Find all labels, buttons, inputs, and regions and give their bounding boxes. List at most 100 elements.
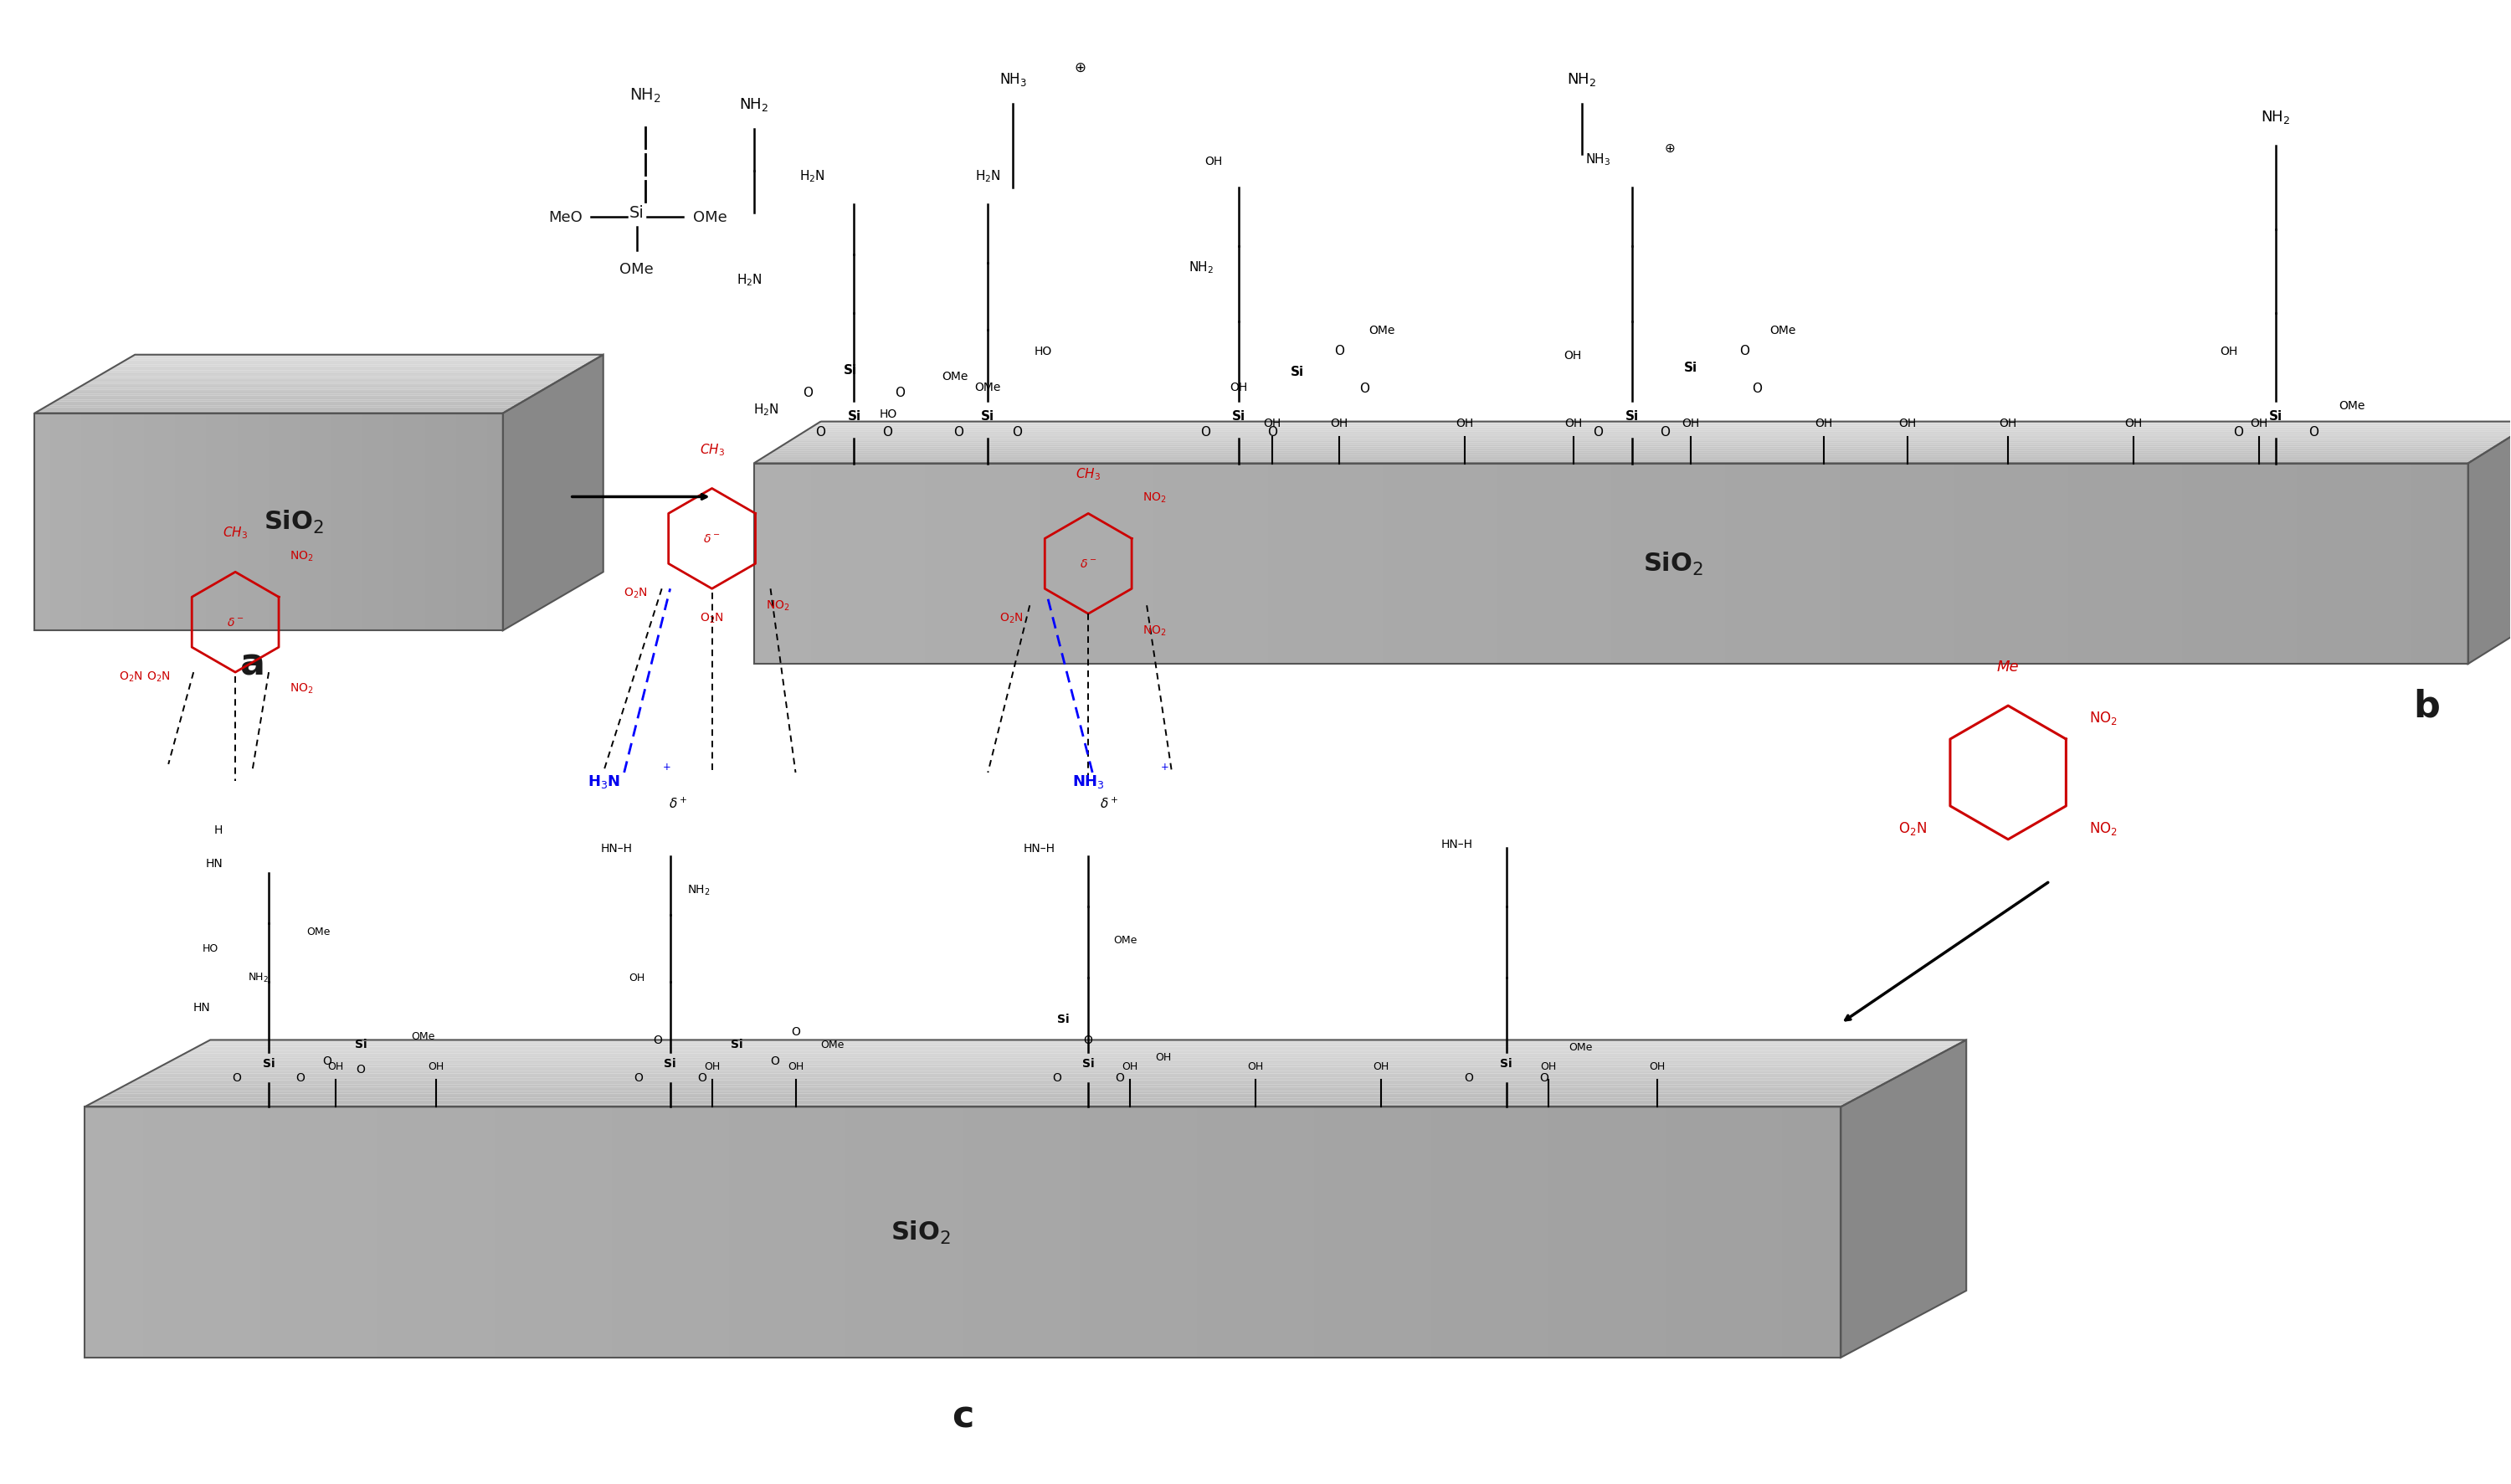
- Text: NO$_2$: NO$_2$: [2089, 819, 2117, 837]
- Text: OMe: OMe: [1569, 1042, 1592, 1052]
- Text: OH: OH: [427, 1061, 444, 1071]
- Text: SiO$_2$: SiO$_2$: [1642, 551, 1705, 577]
- Text: NH$_2$: NH$_2$: [738, 96, 768, 113]
- Text: HO: HO: [879, 408, 896, 420]
- Text: O: O: [771, 1055, 778, 1067]
- Text: O: O: [653, 1034, 663, 1046]
- Polygon shape: [1256, 1107, 1313, 1358]
- Text: O: O: [633, 1071, 643, 1083]
- Polygon shape: [1022, 1107, 1080, 1358]
- Polygon shape: [331, 414, 347, 631]
- Polygon shape: [55, 401, 527, 402]
- Text: Si: Si: [1082, 1058, 1095, 1070]
- Polygon shape: [116, 365, 588, 367]
- Text: Si: Si: [1682, 362, 1697, 374]
- Polygon shape: [1431, 1107, 1489, 1358]
- Polygon shape: [181, 1054, 1941, 1055]
- Text: OH: OH: [1456, 417, 1474, 429]
- Polygon shape: [113, 1089, 1873, 1091]
- Text: OH: OH: [2124, 417, 2142, 429]
- Text: O$_2$N: O$_2$N: [999, 611, 1024, 625]
- Polygon shape: [753, 464, 811, 665]
- Text: OMe: OMe: [942, 371, 969, 381]
- Polygon shape: [128, 414, 143, 631]
- Text: O: O: [2308, 426, 2318, 438]
- Polygon shape: [2353, 464, 2411, 665]
- Polygon shape: [75, 389, 547, 390]
- Text: HN: HN: [206, 858, 223, 870]
- Text: Me: Me: [1996, 659, 2019, 674]
- Polygon shape: [60, 396, 532, 398]
- Text: H$_2$N: H$_2$N: [736, 272, 763, 288]
- Text: O: O: [1358, 383, 1368, 395]
- Text: O: O: [296, 1071, 304, 1083]
- Text: NO$_2$: NO$_2$: [289, 681, 314, 696]
- Text: Si: Si: [1499, 1058, 1512, 1070]
- Polygon shape: [143, 1073, 1903, 1076]
- Polygon shape: [173, 1058, 1933, 1060]
- Text: O: O: [1740, 344, 1750, 358]
- Polygon shape: [2124, 464, 2182, 665]
- Text: HN–H: HN–H: [600, 843, 633, 853]
- Text: O: O: [804, 387, 814, 399]
- Polygon shape: [1374, 1107, 1431, 1358]
- Text: OMe: OMe: [1368, 325, 1394, 335]
- Polygon shape: [846, 1107, 904, 1358]
- Polygon shape: [1439, 464, 1497, 665]
- Polygon shape: [904, 1107, 962, 1358]
- Text: NH$_2$: NH$_2$: [2260, 108, 2290, 126]
- Polygon shape: [2298, 464, 2353, 665]
- Polygon shape: [118, 364, 590, 365]
- Polygon shape: [113, 414, 128, 631]
- Text: Si: Si: [1057, 1014, 1070, 1025]
- Text: Si: Si: [2270, 410, 2282, 421]
- Polygon shape: [93, 1100, 1853, 1103]
- Text: Si: Si: [630, 205, 645, 221]
- Text: H$_3$N: H$_3$N: [588, 773, 620, 789]
- Polygon shape: [176, 414, 191, 631]
- Text: O: O: [1085, 1034, 1092, 1046]
- Text: O: O: [1052, 1071, 1062, 1083]
- Text: HN–H: HN–H: [1441, 838, 1474, 850]
- Polygon shape: [1783, 1107, 1841, 1358]
- Polygon shape: [50, 414, 65, 631]
- Polygon shape: [100, 372, 573, 375]
- Polygon shape: [123, 1085, 1883, 1086]
- Polygon shape: [347, 414, 362, 631]
- Text: O: O: [791, 1025, 801, 1037]
- Polygon shape: [100, 1095, 1861, 1098]
- Polygon shape: [613, 1107, 670, 1358]
- Text: NO$_2$: NO$_2$: [289, 549, 314, 564]
- Polygon shape: [552, 1107, 613, 1358]
- Polygon shape: [1607, 1107, 1665, 1358]
- Text: Si: Si: [844, 364, 856, 375]
- Text: SiO$_2$: SiO$_2$: [891, 1218, 952, 1245]
- Polygon shape: [1313, 1107, 1374, 1358]
- Text: OH: OH: [1650, 1061, 1665, 1071]
- Text: OH: OH: [1564, 349, 1582, 361]
- Text: OH: OH: [1564, 417, 1582, 429]
- Polygon shape: [188, 1049, 1949, 1051]
- Text: NH$_3$: NH$_3$: [1072, 773, 1105, 789]
- Polygon shape: [98, 1098, 1858, 1100]
- Text: O: O: [1268, 426, 1278, 438]
- Polygon shape: [65, 395, 537, 396]
- Text: CH$_3$: CH$_3$: [701, 442, 726, 457]
- Text: NO$_2$: NO$_2$: [2089, 709, 2117, 726]
- Polygon shape: [437, 1107, 495, 1358]
- Text: O$_2$N: O$_2$N: [146, 669, 171, 683]
- Polygon shape: [48, 404, 520, 407]
- Polygon shape: [1080, 1107, 1137, 1358]
- Text: O: O: [1200, 426, 1210, 438]
- Text: O: O: [1660, 426, 1670, 438]
- Polygon shape: [1783, 464, 1841, 665]
- Polygon shape: [143, 1107, 201, 1358]
- Polygon shape: [2240, 464, 2298, 665]
- Polygon shape: [156, 1067, 1916, 1068]
- Polygon shape: [299, 414, 316, 631]
- Polygon shape: [98, 375, 570, 377]
- Polygon shape: [143, 414, 161, 631]
- Polygon shape: [70, 390, 542, 392]
- Polygon shape: [221, 414, 239, 631]
- Polygon shape: [2468, 421, 2511, 665]
